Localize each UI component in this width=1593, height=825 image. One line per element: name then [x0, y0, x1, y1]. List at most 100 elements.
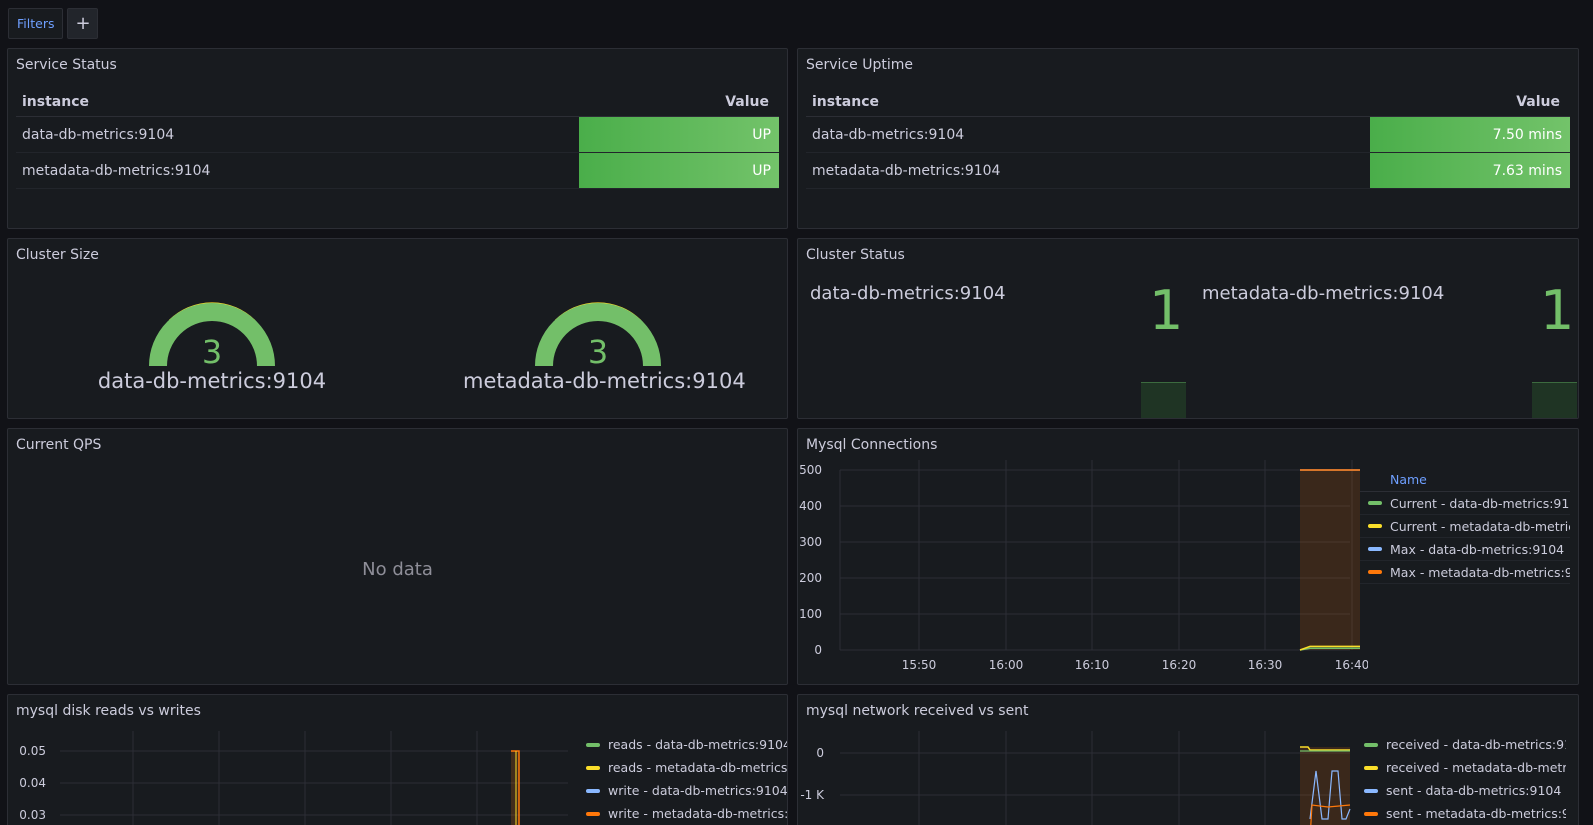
y-tick-label: 400: [799, 499, 822, 513]
column-header-value[interactable]: Value: [725, 93, 769, 110]
legend-item[interactable]: sent - metadata-db-metrics:9104: [1356, 802, 1566, 825]
stat-name: metadata-db-metrics:9104: [1202, 283, 1445, 304]
y-tick-label: -1 K: [800, 788, 825, 802]
value-cell: 7.63 mins: [1370, 153, 1570, 188]
panel-title[interactable]: Mysql Connections: [806, 437, 938, 453]
network-received-sent-panel: mysql network received vs sent 0 -1 K rec…: [797, 694, 1579, 825]
panel-title[interactable]: Service Uptime: [806, 57, 913, 73]
legend-item[interactable]: reads - metadata-db-metrics:9104: [578, 756, 787, 779]
gauge-arc-icon: [535, 302, 661, 367]
cluster-size-panel: Cluster Size 3 data-db-metrics:9104 3 me…: [7, 238, 788, 419]
legend-item[interactable]: Max - data-db-metrics:9104: [1360, 538, 1570, 561]
x-tick-label: 15:50: [902, 658, 937, 672]
value-cell: UP: [579, 117, 779, 152]
gauge-arc-icon: [149, 302, 275, 367]
series-swatch: [1364, 765, 1378, 770]
legend-item[interactable]: write - data-db-metrics:9104: [578, 779, 788, 802]
legend-item[interactable]: write - metadata-db-metrics:9104: [578, 802, 787, 825]
legend-item[interactable]: sent - data-db-metrics:9104: [1356, 779, 1566, 802]
mysql-connections-panel: Mysql Connections 0 100 200 300 400 500 15:50 1…: [797, 428, 1579, 685]
legend-item[interactable]: reads - data-db-metrics:9104: [578, 733, 787, 756]
disk-legend: reads - data-db-metrics:9104 reads - met…: [578, 733, 788, 825]
y-tick-label: 0.03: [19, 808, 46, 822]
legend-label: sent - data-db-metrics:9104: [1386, 783, 1562, 798]
series-line: [1300, 746, 1350, 751]
column-header-instance[interactable]: instance: [812, 93, 879, 110]
stat-sparkline: [1532, 382, 1577, 418]
cluster-status-panel: Cluster Status data-db-metrics:9104 1 me…: [797, 238, 1579, 419]
table-row: metadata-db-metrics:9104 UP: [16, 153, 779, 189]
add-filter-button[interactable]: +: [67, 8, 99, 39]
legend-item[interactable]: received - metadata-db-metrics:9104: [1356, 756, 1566, 779]
series-swatch: [586, 811, 600, 816]
current-qps-panel: Current QPS No data: [7, 428, 788, 685]
panel-title[interactable]: mysql network received vs sent: [806, 703, 1029, 719]
service-status-panel: Service Status instance Value data-db-me…: [7, 48, 788, 229]
series-swatch: [1364, 811, 1378, 816]
legend-header-name[interactable]: Name: [1360, 468, 1570, 492]
y-tick-label: 0: [814, 643, 822, 657]
series-line: [1309, 770, 1351, 820]
legend-label: Max - data-db-metrics:9104: [1390, 541, 1565, 557]
gauge-metadata-db: 3 metadata-db-metrics:9104: [463, 281, 746, 393]
service-uptime-panel: Service Uptime instance Value data-db-me…: [797, 48, 1579, 229]
instance-cell: data-db-metrics:9104: [812, 126, 965, 143]
column-header-value[interactable]: Value: [1516, 93, 1560, 110]
series-swatch: [1368, 570, 1382, 574]
filters-button[interactable]: Filters: [8, 8, 64, 39]
legend-label: Current - data-db-metrics:9104: [1390, 495, 1570, 511]
y-tick-label: 500: [799, 463, 822, 477]
legend-item[interactable]: Current - data-db-metrics:9104: [1360, 492, 1570, 515]
series-swatch: [586, 742, 600, 747]
table-row: data-db-metrics:9104 UP: [16, 117, 779, 153]
panel-title[interactable]: Cluster Size: [16, 247, 99, 263]
y-tick-label: 300: [799, 535, 822, 549]
instance-cell: metadata-db-metrics:9104: [812, 162, 1001, 179]
series-area-max: [1300, 470, 1360, 650]
service-status-table: instance Value data-db-metrics:9104 UP m…: [16, 87, 779, 189]
column-header-instance[interactable]: instance: [22, 93, 89, 110]
network-chart[interactable]: 0 -1 K: [798, 719, 1368, 825]
x-tick-label: 16:10: [1075, 658, 1110, 672]
y-tick-label: 0.05: [19, 744, 46, 758]
legend-item[interactable]: Current - metadata-db-metrics:9104: [1360, 515, 1570, 538]
panel-title[interactable]: Current QPS: [16, 437, 102, 453]
panel-title[interactable]: Cluster Status: [806, 247, 905, 263]
disk-reads-writes-panel: mysql disk reads vs writes 0.05 0.04 0.03 …: [7, 694, 788, 825]
series-swatch: [1364, 788, 1378, 793]
connections-legend: Name Current - data-db-metrics:9104 Curr…: [1360, 468, 1570, 584]
legend-label: write - data-db-metrics:9104: [608, 783, 788, 798]
legend-item[interactable]: received - data-db-metrics:9104: [1356, 733, 1566, 756]
legend-label: received - metadata-db-metrics:9104: [1386, 760, 1566, 775]
gauge-label: metadata-db-metrics:9104: [463, 369, 746, 393]
stat-name: data-db-metrics:9104: [810, 283, 1006, 304]
no-data-message: No data: [362, 559, 433, 580]
series-area: [1300, 747, 1350, 825]
panel-title[interactable]: Service Status: [16, 57, 117, 73]
y-tick-label: 100: [799, 607, 822, 621]
legend-label: sent - metadata-db-metrics:9104: [1386, 806, 1566, 821]
stat-value: 1: [1149, 279, 1184, 342]
series-swatch: [1368, 547, 1382, 551]
value-cell: 7.50 mins: [1370, 117, 1570, 152]
y-tick-label: 200: [799, 571, 822, 585]
series-line: [1299, 645, 1360, 651]
top-toolbar: Filters +: [8, 8, 99, 39]
series-line: [511, 750, 520, 825]
series-swatch: [1368, 524, 1382, 528]
table-row: metadata-db-metrics:9104 7.63 mins: [806, 153, 1570, 189]
legend-label: Max - metadata-db-metrics:9104: [1390, 564, 1570, 580]
service-uptime-table: instance Value data-db-metrics:9104 7.50…: [806, 87, 1570, 189]
legend-label: Current - metadata-db-metrics:9104: [1390, 518, 1570, 534]
series-swatch: [1368, 501, 1382, 505]
series-area: [511, 751, 519, 825]
connections-chart[interactable]: 0 100 200 300 400 500 15:50 16:00 16:10 16:20 16:3…: [798, 449, 1368, 679]
series-swatch: [586, 788, 600, 793]
disk-chart[interactable]: 0.05 0.04 0.03: [8, 719, 578, 825]
legend-item[interactable]: Max - metadata-db-metrics:9104: [1360, 561, 1570, 584]
panel-title[interactable]: mysql disk reads vs writes: [16, 703, 201, 719]
series-swatch: [1364, 742, 1378, 747]
gauge-value: 3: [201, 333, 223, 371]
table-header: instance Value: [16, 87, 779, 117]
x-tick-label: 16:00: [989, 658, 1024, 672]
